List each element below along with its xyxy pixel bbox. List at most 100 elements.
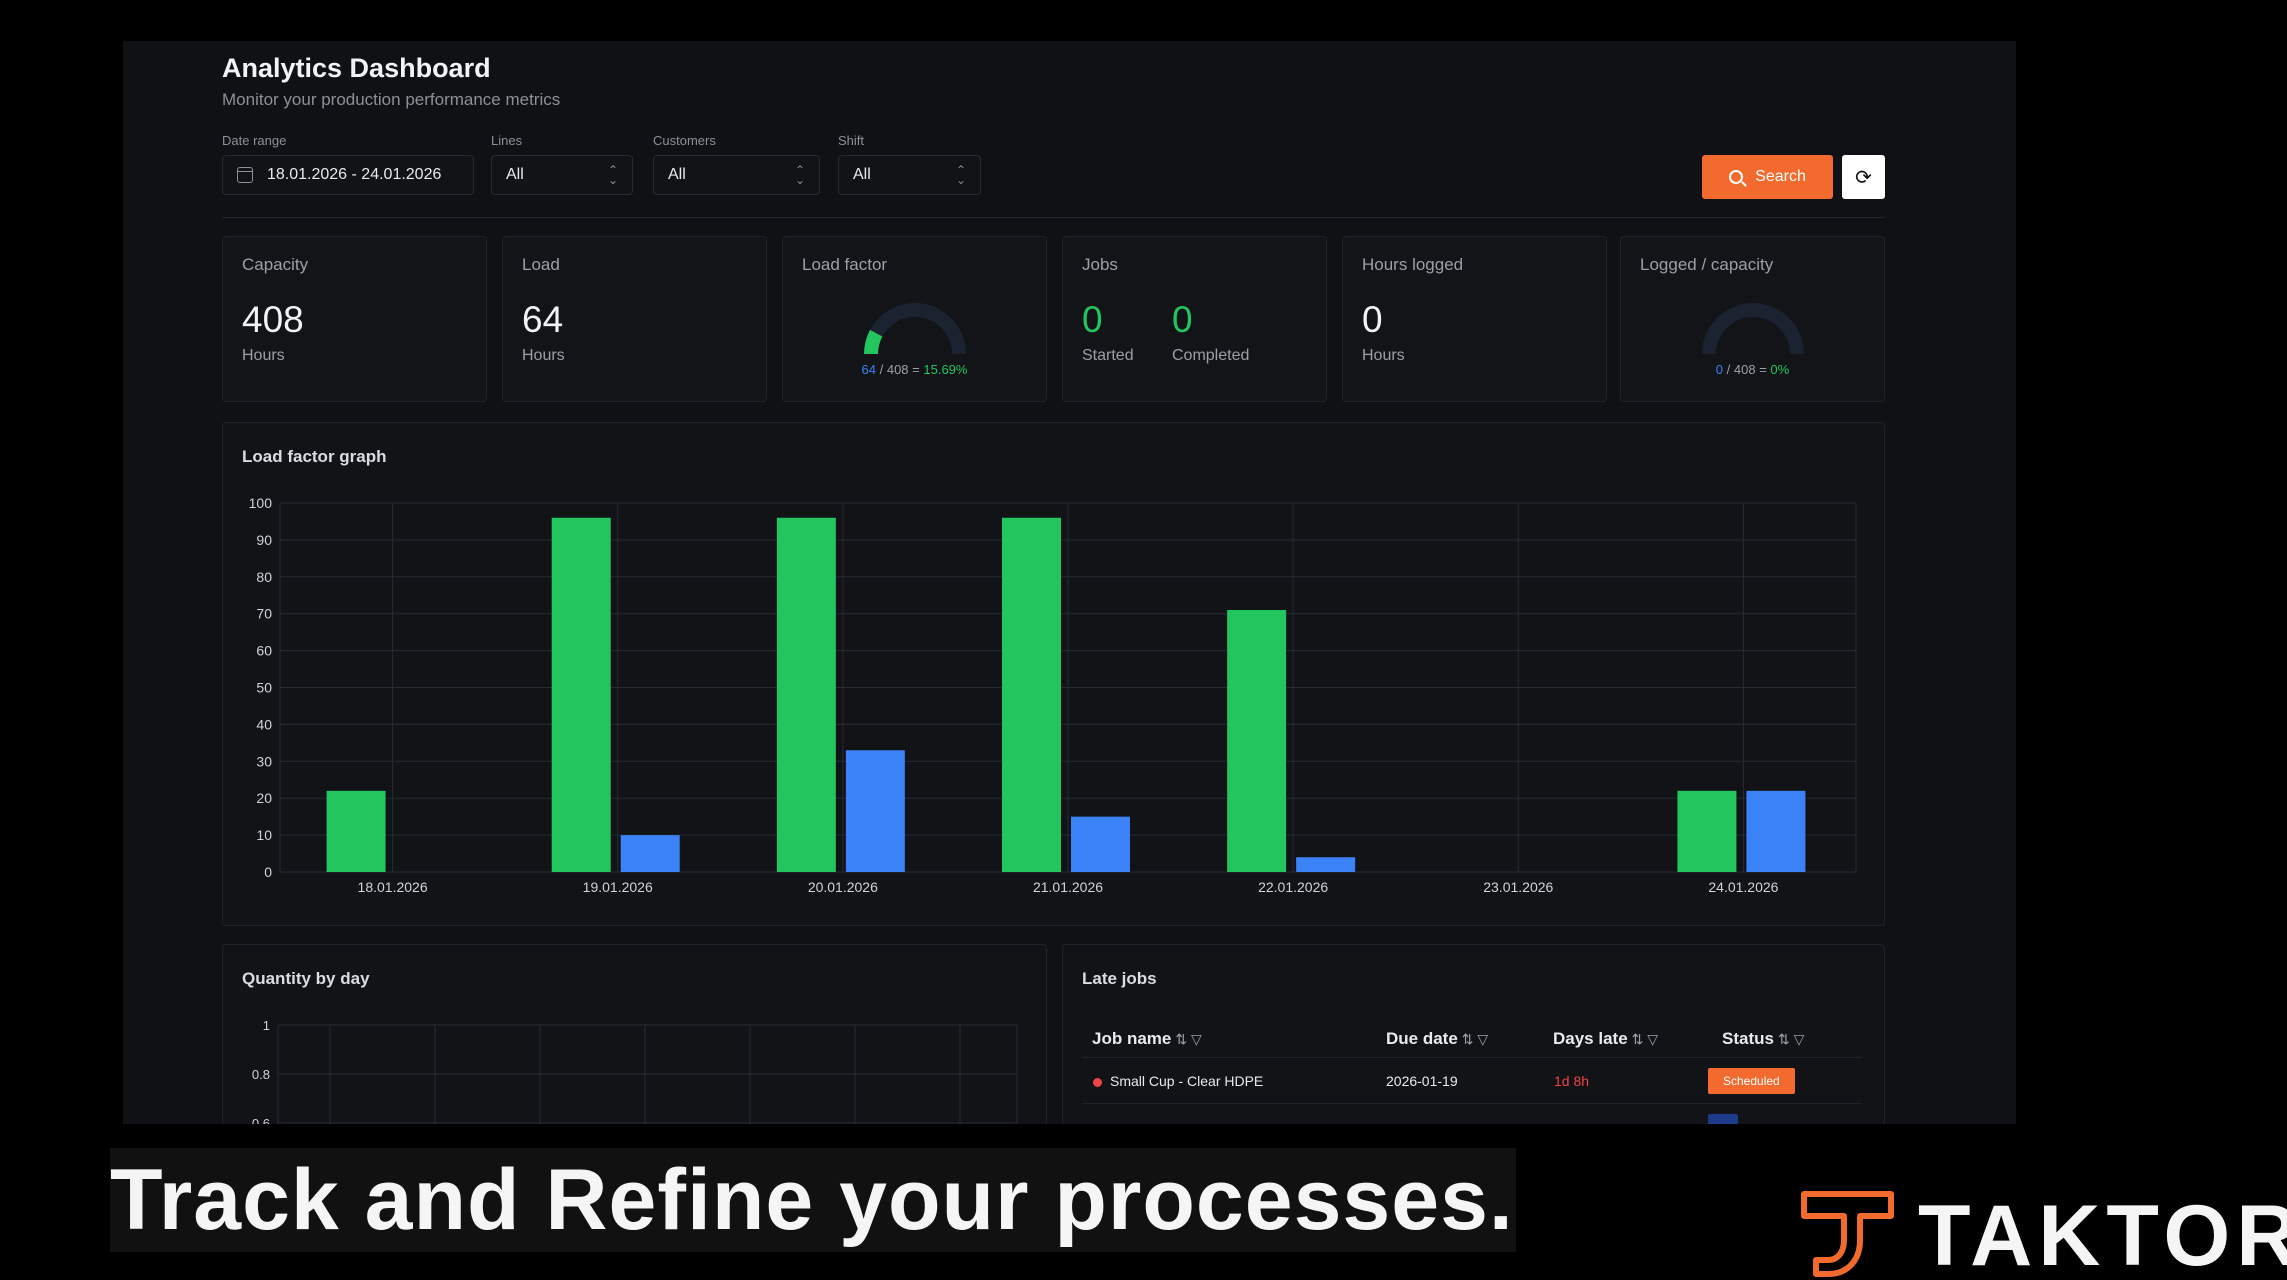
shift-value: All <box>853 166 871 183</box>
kpi-card-load: Load 64 Hours <box>502 236 767 402</box>
y-tick-label: 0.6 <box>252 1116 270 1124</box>
column-header-due-date[interactable]: Due date ⇅ ▽ <box>1386 1029 1489 1048</box>
kpi-value: 408 <box>242 299 304 340</box>
bar-green <box>551 517 611 872</box>
kpi-title: Logged / capacity <box>1640 255 1774 274</box>
jobs-started-value: 0 <box>1082 299 1103 340</box>
bar-blue <box>1071 816 1130 872</box>
load-factor-gauge <box>864 303 966 355</box>
jobs-started-label: Started <box>1082 347 1134 364</box>
bar-green <box>1227 610 1287 872</box>
bar-blue <box>845 750 905 872</box>
y-tick-label: 30 <box>256 753 272 769</box>
status-badge <box>1708 1114 1738 1124</box>
table-row[interactable]: Small Cup - Clear HDPE 2026-01-19 1d 8h … <box>1082 1057 1862 1103</box>
x-tick-label: 18.01.2026 <box>358 879 428 895</box>
dashboard-window: Analytics Dashboard Monitor your product… <box>123 41 2016 1124</box>
load-factor-chart: 0 10 20 30 40 50 60 70 80 90 100 18.01.2026 19.01.20… <box>249 495 1857 895</box>
chevron-updown-icon: ⌃ ⌄ <box>607 163 618 187</box>
kpi-title: Load <box>522 255 560 274</box>
taktora-logo-icon <box>1801 1191 1894 1277</box>
kpi-card-logged-capacity: Logged / capacity 0 / 408 = 0% <box>1620 236 1885 402</box>
lines-label: Lines <box>491 133 523 148</box>
bar-green <box>1002 517 1061 872</box>
column-header-job-name[interactable]: Job name ⇅ ▽ <box>1092 1029 1202 1048</box>
panel-title: Quantity by day <box>242 969 370 988</box>
search-button-label: Search <box>1755 168 1806 185</box>
kpi-card-load-factor: Load factor 64 / 408 = 15.69% <box>782 236 1047 402</box>
y-tick-label: 80 <box>256 569 272 585</box>
y-tick-label: 0 <box>264 864 272 880</box>
kpi-value: 64 <box>522 299 564 340</box>
late-jobs-panel: Late jobs Job name ⇅ ▽ Due date ⇅ ▽ Days l… <box>1062 944 1885 1124</box>
table-row[interactable] <box>1082 1103 1862 1124</box>
load-factor-panel: Load factor graph 0 10 20 30 40 50 60 70 80 90 100… <box>222 422 1885 926</box>
bar-blue <box>1296 857 1356 872</box>
column-header-status[interactable]: Status ⇅ ▽ <box>1722 1029 1805 1048</box>
lines-select[interactable]: All ⌃ ⌄ <box>491 155 633 195</box>
logged-capacity-formula: 0 / 408 = 0% <box>1715 362 1790 377</box>
page-title: Analytics Dashboard <box>222 53 491 83</box>
late-indicator-dot <box>1093 1078 1102 1087</box>
load-factor-formula: 64 / 408 = 15.69% <box>861 362 968 377</box>
kpi-title: Capacity <box>242 255 309 274</box>
bar-green <box>776 517 836 872</box>
y-tick-label: 10 <box>256 827 272 843</box>
page-subtitle: Monitor your production performance metr… <box>222 90 561 109</box>
bar-blue <box>620 835 680 872</box>
y-tick-label: 90 <box>256 532 272 548</box>
kpi-title: Jobs <box>1082 255 1118 274</box>
bar-blue <box>1746 790 1806 872</box>
customers-select[interactable]: All ⌃ ⌄ <box>653 155 820 195</box>
brand-name: TAKTORA <box>1918 1188 2287 1280</box>
x-tick-label: 20.01.2026 <box>808 879 878 895</box>
due-date-cell: 2026-01-19 <box>1386 1073 1458 1089</box>
y-tick-label: 100 <box>249 495 273 511</box>
kpi-title: Hours logged <box>1362 255 1464 274</box>
customers-label: Customers <box>653 133 716 148</box>
kpi-unit: Hours <box>1362 347 1405 364</box>
refresh-icon: ⟳ <box>1855 166 1872 189</box>
x-tick-label: 21.01.2026 <box>1033 879 1103 895</box>
search-button[interactable]: Search <box>1702 155 1833 199</box>
kpi-unit: Hours <box>242 347 285 364</box>
search-icon <box>1729 170 1744 184</box>
date-range-picker[interactable]: 18.01.2026 - 24.01.2026 <box>222 155 474 195</box>
shift-select[interactable]: All ⌃ ⌄ <box>838 155 981 195</box>
sort-filter-icon: ⇅ ▽ <box>1461 1031 1489 1047</box>
y-tick-label: 1 <box>263 1018 270 1033</box>
y-tick-label: 50 <box>256 680 272 696</box>
days-late-cell: 1d 8h <box>1554 1073 1590 1089</box>
y-tick-label: 60 <box>256 643 272 659</box>
lines-value: All <box>506 166 524 183</box>
x-tick-label: 23.01.2026 <box>1483 879 1553 895</box>
panel-title: Load factor graph <box>242 447 387 466</box>
y-tick-label: 40 <box>256 716 272 732</box>
kpi-value: 0 <box>1362 299 1383 340</box>
calendar-icon <box>237 167 253 183</box>
y-tick-label: 0.8 <box>252 1067 270 1082</box>
date-range-label: Date range <box>222 133 287 148</box>
x-tick-label: 22.01.2026 <box>1258 879 1328 895</box>
x-tick-label: 24.01.2026 <box>1708 879 1778 895</box>
kpi-unit: Hours <box>522 347 565 364</box>
sort-filter-icon: ⇅ ▽ <box>1175 1031 1202 1047</box>
customers-value: All <box>668 166 686 183</box>
kpi-card-hours-logged: Hours logged 0 Hours <box>1342 236 1607 402</box>
kpi-title: Load factor <box>802 255 888 274</box>
bar-green <box>1677 790 1737 872</box>
sort-filter-icon: ⇅ ▽ <box>1777 1031 1805 1047</box>
kpi-card-capacity: Capacity 408 Hours <box>222 236 487 402</box>
column-header-days-late[interactable]: Days late ⇅ ▽ <box>1553 1029 1659 1048</box>
logged-capacity-gauge <box>1702 303 1804 355</box>
sort-filter-icon: ⇅ ▽ <box>1631 1031 1659 1047</box>
jobs-completed-value: 0 <box>1172 299 1193 340</box>
refresh-button[interactable]: ⟳ <box>1842 155 1885 199</box>
divider <box>222 217 1885 218</box>
chevron-updown-icon: ⌃ ⌄ <box>955 163 966 187</box>
x-tick-label: 19.01.2026 <box>583 879 653 895</box>
quantity-chart: 1 0.8 0.6 <box>252 1018 1018 1124</box>
panel-title: Late jobs <box>1082 969 1157 988</box>
shift-label: Shift <box>838 133 865 148</box>
jobs-completed-label: Completed <box>1172 347 1250 364</box>
